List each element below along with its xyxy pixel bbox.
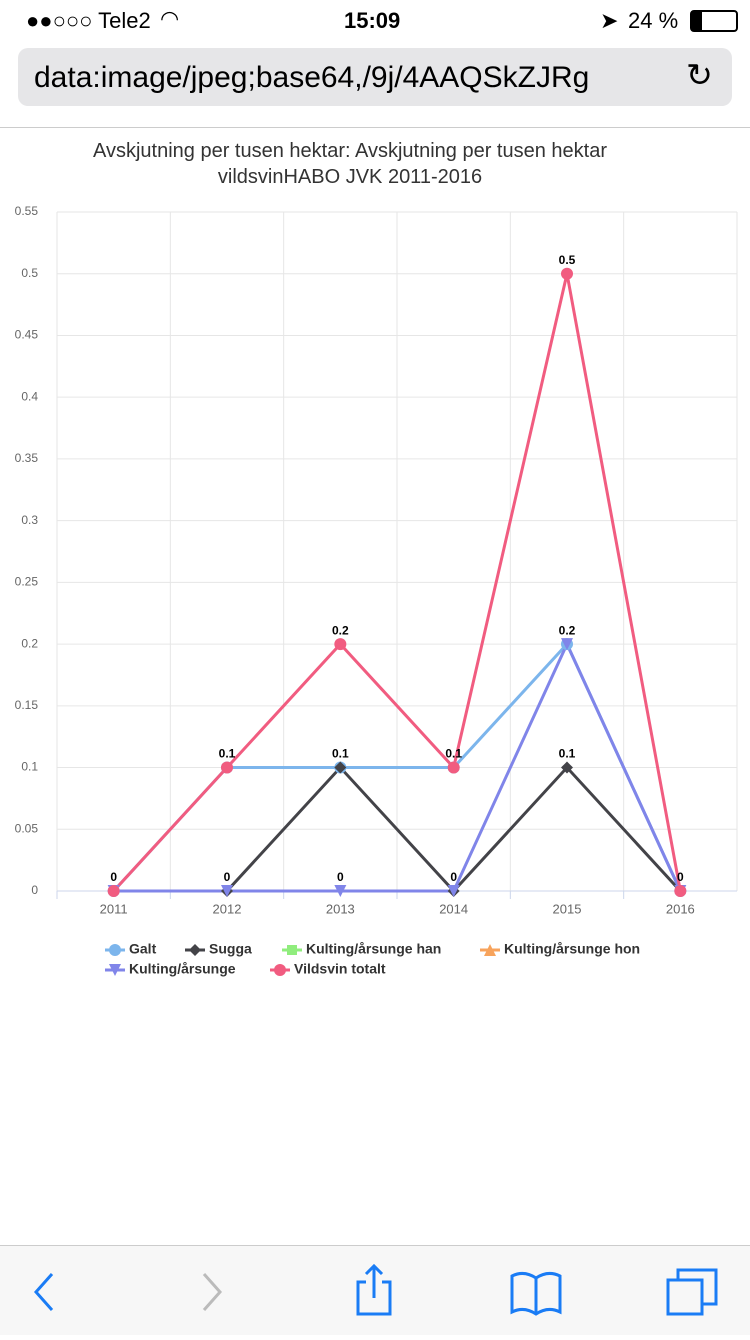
y-tick-label: 0.5 <box>21 266 38 280</box>
legend-label: Kulting/årsunge hon <box>504 941 640 957</box>
data-label: 0.2 <box>559 623 576 637</box>
marker <box>334 885 347 897</box>
wifi-icon: ◠ <box>160 6 180 31</box>
marker <box>334 761 347 774</box>
legend-item[interactable]: Galt <box>105 941 157 957</box>
marker <box>561 761 573 774</box>
data-label: 0.1 <box>219 747 236 761</box>
series-line <box>113 640 682 893</box>
data-label: 0 <box>224 870 231 884</box>
back-button[interactable] <box>33 1273 54 1311</box>
legend-item[interactable]: Kulting/årsunge han <box>282 941 441 957</box>
data-label: 0 <box>677 870 684 884</box>
y-tick-label: 0.45 <box>15 328 39 342</box>
separator <box>0 127 750 128</box>
marker <box>334 638 347 651</box>
legend-item[interactable]: Kulting/årsunge <box>105 961 236 977</box>
legend-label: Kulting/årsunge han <box>306 941 441 957</box>
marker <box>447 885 460 897</box>
toolbar-icons <box>33 1263 718 1316</box>
y-tick-label: 0.1 <box>21 760 38 774</box>
y-tick-label: 0.25 <box>15 575 39 589</box>
marker <box>107 885 120 897</box>
carrier: ●●○○○ Tele2 <box>26 8 151 33</box>
y-tick-label: 0 <box>31 883 38 897</box>
status-bar: ●●○○○ Tele2 ◠ 15:09 ➤ 24 % <box>0 0 750 40</box>
marker <box>447 761 460 774</box>
x-tick-label: 2011 <box>100 901 128 916</box>
legend-label: Kulting/årsunge <box>129 961 236 977</box>
marker <box>221 885 233 897</box>
time: 15:09 <box>344 8 401 33</box>
legend-label: Sugga <box>209 941 252 957</box>
marker <box>287 945 297 955</box>
tabs-button[interactable] <box>666 1268 718 1316</box>
url-bar[interactable]: data:image/jpeg;base64,/9j/4AAQSkZJRg ↻ <box>18 48 732 106</box>
data-label: 0 <box>337 870 344 884</box>
legend-label: Galt <box>129 941 157 957</box>
y-tick-label: 0.35 <box>15 451 39 465</box>
legend-label: Vildsvin totalt <box>294 961 386 977</box>
marker <box>561 638 573 651</box>
y-tick-label: 0.05 <box>15 821 39 835</box>
location-icon: ➤ <box>600 8 619 33</box>
data-label: 0.5 <box>559 253 576 267</box>
data-label: 0.1 <box>332 747 349 761</box>
x-tick-label: 2012 <box>213 901 242 916</box>
battery-icon <box>690 10 738 32</box>
legend-item[interactable]: Kulting/årsunge hon <box>480 941 640 957</box>
marker <box>189 944 201 956</box>
y-tick-label: 0.4 <box>21 389 38 403</box>
y-tick-label: 0.3 <box>21 513 38 527</box>
marker <box>221 761 233 774</box>
x-tick-label: 2015 <box>553 901 582 916</box>
data-label: 0 <box>110 870 117 884</box>
battery-text: 24 % <box>628 8 679 33</box>
chart-title: Avskjutning per tusen hektar: Avskjutnin… <box>92 140 607 188</box>
marker <box>109 964 121 976</box>
series-line <box>112 273 682 893</box>
legend-item[interactable]: Sugga <box>185 941 252 957</box>
x-tick-label: 2013 <box>326 901 355 916</box>
marker <box>274 964 286 976</box>
marker <box>109 944 121 956</box>
y-tick-label: 0.2 <box>21 636 38 650</box>
toolbar <box>0 1245 750 1335</box>
marker <box>484 944 496 956</box>
data-label: 0 <box>450 870 457 884</box>
x-tick-label: 2016 <box>666 901 695 916</box>
share-button[interactable] <box>356 1263 392 1316</box>
y-tick-label: 0.55 <box>15 204 39 218</box>
chart: 0 0.05 0.1 0.15 0.2 0.25 0.3 0.35 0.4 0.45 0.5 0.55… <box>15 204 738 977</box>
marker <box>674 885 687 897</box>
y-tick-label: 0.15 <box>15 698 39 712</box>
reload-button[interactable]: ↻ <box>686 57 713 93</box>
data-label: 0.2 <box>332 623 349 637</box>
bookmarks-button[interactable] <box>510 1271 562 1316</box>
url-text: data:image/jpeg;base64,/9j/4AAQSkZJRg <box>34 61 590 94</box>
legend-item[interactable]: Vildsvin totalt <box>270 961 386 977</box>
x-tick-label: 2014 <box>439 901 468 916</box>
data-label: 0.1 <box>445 747 462 761</box>
forward-button[interactable] <box>202 1273 223 1311</box>
marker <box>561 267 573 280</box>
data-label: 0.1 <box>559 747 576 761</box>
